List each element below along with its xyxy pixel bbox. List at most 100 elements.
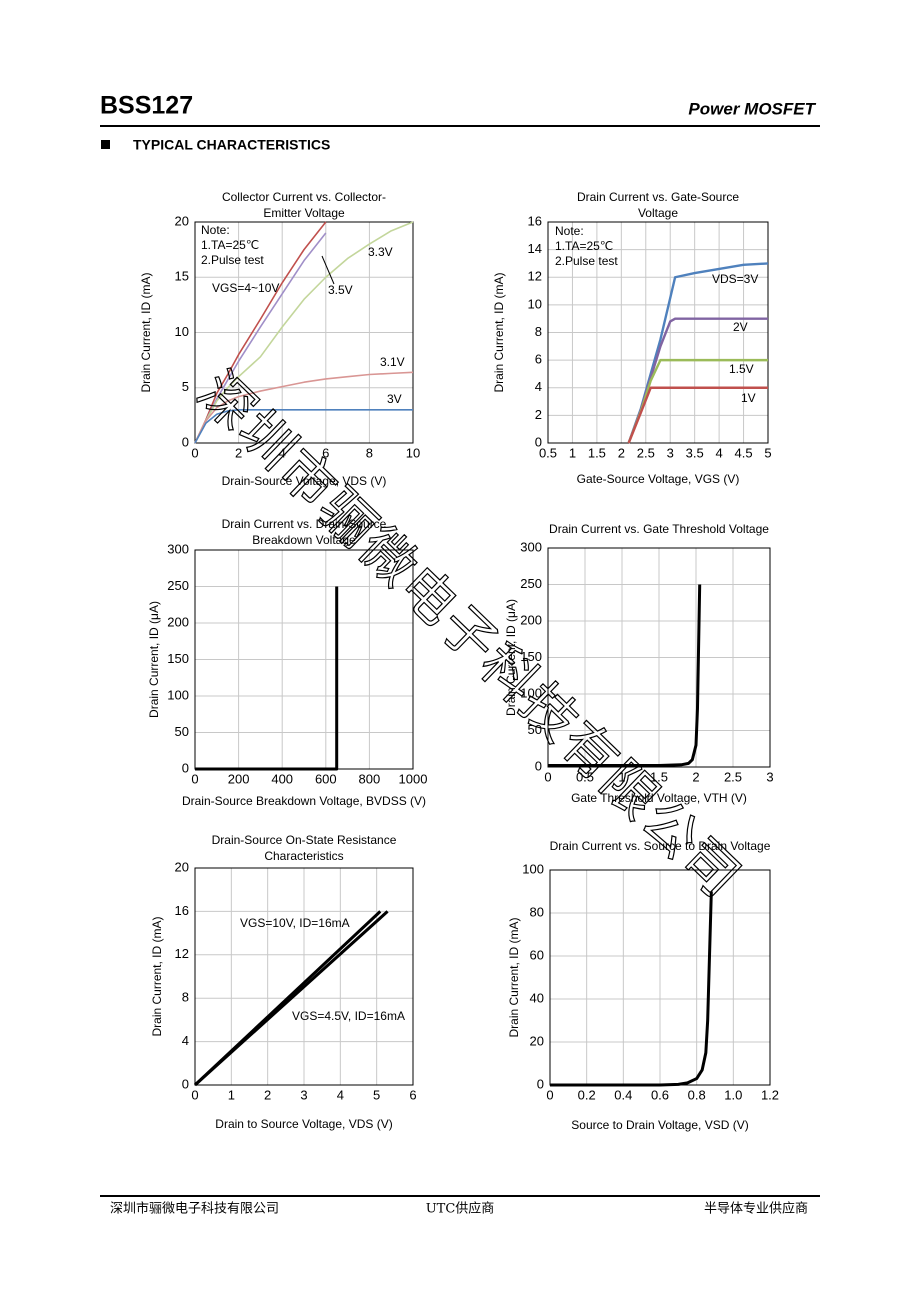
x-tick-label: 0 <box>544 769 551 784</box>
y-tick-label: 250 <box>167 578 189 593</box>
y-tick-label: 100 <box>522 861 544 876</box>
note: 2.Pulse test <box>201 253 264 267</box>
series-label: 1V <box>741 391 756 405</box>
y-tick-label: 0 <box>182 1076 189 1091</box>
x-tick-label: 1 <box>618 769 625 784</box>
x-tick-label: 2 <box>618 445 625 460</box>
data-line <box>194 221 414 444</box>
x-axis-label: Drain to Source Voltage, VDS (V) <box>215 1117 392 1131</box>
plot-frame <box>194 221 414 444</box>
x-axis-label: Drain-Source Breakdown Voltage, BVDSS (V… <box>182 794 426 808</box>
x-axis-label: Gate Threshold Voltage, VTH (V) <box>571 791 747 805</box>
x-tick-label: 4 <box>715 445 722 460</box>
x-tick-label: 0 <box>191 771 198 786</box>
x-tick-label: 2.5 <box>637 445 655 460</box>
series-label: 2V <box>733 320 748 334</box>
x-tick-label: 4.5 <box>735 445 753 460</box>
y-tick-label: 14 <box>528 241 542 256</box>
x-tick-label: 5 <box>373 1087 380 1102</box>
data-line <box>195 586 339 771</box>
data-line <box>550 891 713 1087</box>
y-tick-label: 5 <box>182 379 189 394</box>
y-tick-label: 10 <box>528 296 542 311</box>
y-tick-label: 0 <box>182 760 189 775</box>
x-tick-label: 1.2 <box>761 1087 779 1102</box>
y-tick-label: 0 <box>535 758 542 773</box>
x-tick-label: 2 <box>692 769 699 784</box>
y-tick-label: 4 <box>182 1033 189 1048</box>
y-tick-label: 6 <box>535 352 542 367</box>
y-tick-label: 10 <box>175 324 189 339</box>
y-axis-label: Drain Current, ID (mA) <box>507 917 521 1037</box>
x-axis-label: Drain-Source Voltage, VDS (V) <box>222 474 387 488</box>
pointer <box>321 255 335 285</box>
x-axis-label: Source to Drain Voltage, VSD (V) <box>571 1118 748 1132</box>
data-line <box>627 262 769 444</box>
x-tick-label: 4 <box>279 445 286 460</box>
data-line <box>194 371 414 444</box>
y-tick-label: 200 <box>167 614 189 629</box>
chart-title: Characteristics <box>264 849 343 863</box>
section-title: TYPICAL CHARACTERISTICS <box>133 137 330 153</box>
y-tick-label: 60 <box>530 947 544 962</box>
part-category: Power MOSFET <box>688 99 816 118</box>
y-tick-label: 80 <box>530 904 544 919</box>
plot-frame <box>547 221 769 444</box>
chart-title: Drain Current vs. Source to Drain Voltag… <box>550 839 771 853</box>
x-tick-label: 1.0 <box>724 1087 742 1102</box>
x-tick-label: 2 <box>264 1087 271 1102</box>
x-tick-label: 400 <box>271 771 293 786</box>
series-label: VGS=4~10V <box>212 281 279 295</box>
note: 2.Pulse test <box>555 254 618 268</box>
x-tick-label: 1 <box>569 445 576 460</box>
x-tick-label: 1.5 <box>650 769 668 784</box>
chart-title: Drain Current vs. Drain-Source <box>222 517 387 531</box>
y-tick-label: 150 <box>167 651 189 666</box>
y-tick-label: 16 <box>528 213 542 228</box>
x-tick-label: 0 <box>191 1087 198 1102</box>
watermark: 深圳市骊微电子科技有限公司 <box>186 360 753 911</box>
x-tick-label: 0.2 <box>578 1087 596 1102</box>
x-tick-label: 8 <box>366 445 373 460</box>
y-tick-label: 40 <box>530 990 544 1005</box>
y-axis-label: Drain Current, ID (mA) <box>150 916 164 1036</box>
data-line <box>627 386 768 444</box>
y-tick-label: 0 <box>535 434 542 449</box>
part-number: BSS127 <box>100 92 193 120</box>
x-axis-label: Gate-Source Voltage, VGS (V) <box>577 472 740 486</box>
y-tick-label: 2 <box>535 407 542 422</box>
y-tick-label: 150 <box>520 649 542 664</box>
chart-title: Voltage <box>638 206 678 220</box>
x-tick-label: 0 <box>191 445 198 460</box>
y-tick-label: 12 <box>175 946 189 961</box>
y-tick-label: 8 <box>535 324 542 339</box>
footer-supplier: UTC供应商 <box>426 1201 495 1217</box>
x-tick-label: 0.5 <box>576 769 594 784</box>
x-tick-label: 6 <box>409 1087 416 1102</box>
y-tick-label: 15 <box>175 269 189 284</box>
series-label: 3.5V <box>328 283 353 297</box>
x-tick-label: 0.8 <box>688 1087 706 1102</box>
note: 1.TA=25℃ <box>201 238 259 252</box>
series-label: VGS=10V, ID=16mA <box>240 916 350 930</box>
data-line <box>627 358 768 444</box>
y-tick-label: 300 <box>167 541 189 556</box>
y-tick-label: 0 <box>182 434 189 449</box>
y-tick-label: 12 <box>528 269 542 284</box>
x-tick-label: 600 <box>315 771 337 786</box>
y-tick-label: 200 <box>520 612 542 627</box>
x-tick-label: 0 <box>546 1087 553 1102</box>
series-label: 1.5V <box>729 362 754 376</box>
x-tick-label: 1 <box>228 1087 235 1102</box>
x-tick-label: 800 <box>359 771 381 786</box>
data-line <box>194 221 327 444</box>
note: Note: <box>555 224 584 238</box>
y-axis-label: Drain Current, ID (mA) <box>139 272 153 392</box>
chart-title: Collector Current vs. Collector- <box>222 190 386 204</box>
note: Note: <box>201 223 230 237</box>
series-label: 3.3V <box>368 245 393 259</box>
series-label: VDS=3V <box>712 272 758 286</box>
x-tick-label: 6 <box>322 445 329 460</box>
section-bullet <box>101 140 110 149</box>
